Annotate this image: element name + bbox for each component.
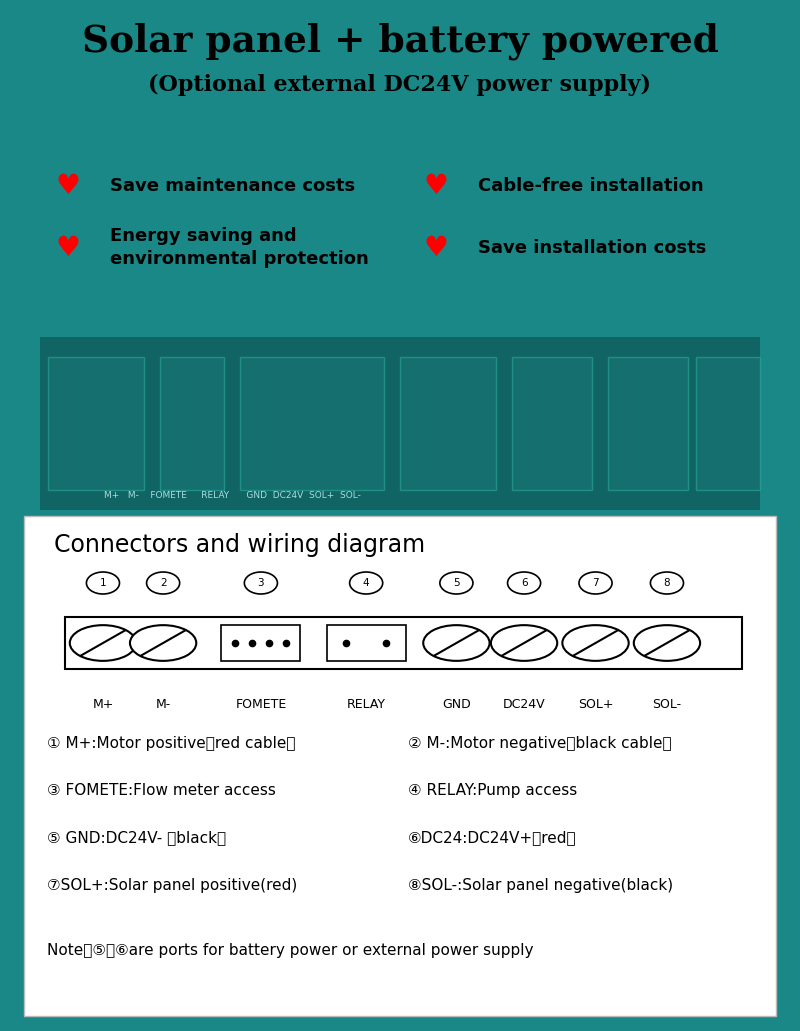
FancyBboxPatch shape [512, 358, 592, 490]
Text: 1: 1 [100, 578, 106, 588]
Bar [326, 625, 406, 661]
Text: 4: 4 [363, 578, 370, 588]
Text: GND: GND [442, 698, 470, 711]
FancyBboxPatch shape [160, 358, 224, 490]
Circle shape [146, 572, 180, 594]
Ellipse shape [491, 625, 558, 661]
Text: FOMETE: FOMETE [235, 698, 286, 711]
Text: ♥: ♥ [56, 172, 81, 200]
Text: SOL+: SOL+ [578, 698, 614, 711]
Bar [222, 625, 300, 661]
Text: 8: 8 [664, 578, 670, 588]
Ellipse shape [634, 625, 700, 661]
FancyBboxPatch shape [48, 358, 144, 490]
Text: ② M-:Motor negative（black cable）: ② M-:Motor negative（black cable） [407, 735, 671, 751]
Circle shape [350, 572, 382, 594]
Text: ♥: ♥ [424, 172, 449, 200]
Circle shape [507, 572, 541, 594]
Text: 3: 3 [258, 578, 264, 588]
Text: RELAY: RELAY [346, 698, 386, 711]
FancyBboxPatch shape [608, 358, 688, 490]
Text: ① M+:Motor positive（red cable）: ① M+:Motor positive（red cable） [46, 735, 295, 751]
Text: 2: 2 [160, 578, 166, 588]
Text: Save installation costs: Save installation costs [478, 238, 706, 257]
Text: Cable-free installation: Cable-free installation [478, 177, 704, 195]
Text: ⑦SOL+:Solar panel positive(red): ⑦SOL+:Solar panel positive(red) [46, 878, 297, 893]
Text: M+   M-    FOMETE     RELAY      GND  DC24V  SOL+  SOL-: M+ M- FOMETE RELAY GND DC24V SOL+ SOL- [104, 491, 361, 500]
Text: ♥: ♥ [424, 233, 449, 262]
FancyBboxPatch shape [400, 358, 496, 490]
Text: ♥: ♥ [56, 233, 81, 262]
FancyBboxPatch shape [240, 358, 384, 490]
Text: ⑥DC24:DC24V+（red）: ⑥DC24:DC24V+（red） [407, 831, 576, 845]
FancyBboxPatch shape [40, 337, 760, 510]
Text: 7: 7 [592, 578, 599, 588]
Text: Connectors and wiring diagram: Connectors and wiring diagram [54, 533, 426, 557]
Text: ⑧SOL-:Solar panel negative(black): ⑧SOL-:Solar panel negative(black) [407, 878, 673, 893]
Text: M+: M+ [92, 698, 114, 711]
Ellipse shape [423, 625, 490, 661]
Text: Note：⑤、⑥are ports for battery power or external power supply: Note：⑤、⑥are ports for battery power or e… [46, 943, 533, 958]
Text: M-: M- [155, 698, 170, 711]
Bar [66, 617, 742, 669]
Ellipse shape [130, 625, 196, 661]
Text: Solar panel + battery powered: Solar panel + battery powered [82, 23, 718, 61]
Text: (Optional external DC24V power supply): (Optional external DC24V power supply) [149, 74, 651, 96]
Text: ⑤ GND:DC24V- （black）: ⑤ GND:DC24V- （black） [46, 831, 226, 845]
Circle shape [579, 572, 612, 594]
Text: Save maintenance costs: Save maintenance costs [110, 177, 355, 195]
Text: ④ RELAY:Pump access: ④ RELAY:Pump access [407, 783, 577, 798]
Ellipse shape [70, 625, 136, 661]
Text: Energy saving and
environmental protection: Energy saving and environmental protecti… [110, 228, 369, 268]
Text: SOL-: SOL- [652, 698, 682, 711]
Circle shape [244, 572, 278, 594]
FancyBboxPatch shape [696, 358, 760, 490]
Circle shape [86, 572, 119, 594]
FancyBboxPatch shape [24, 516, 776, 1016]
Text: 5: 5 [453, 578, 460, 588]
Circle shape [650, 572, 683, 594]
Text: 6: 6 [521, 578, 527, 588]
Text: DC24V: DC24V [502, 698, 546, 711]
Text: ③ FOMETE:Flow meter access: ③ FOMETE:Flow meter access [46, 783, 275, 798]
Circle shape [440, 572, 473, 594]
Ellipse shape [562, 625, 629, 661]
